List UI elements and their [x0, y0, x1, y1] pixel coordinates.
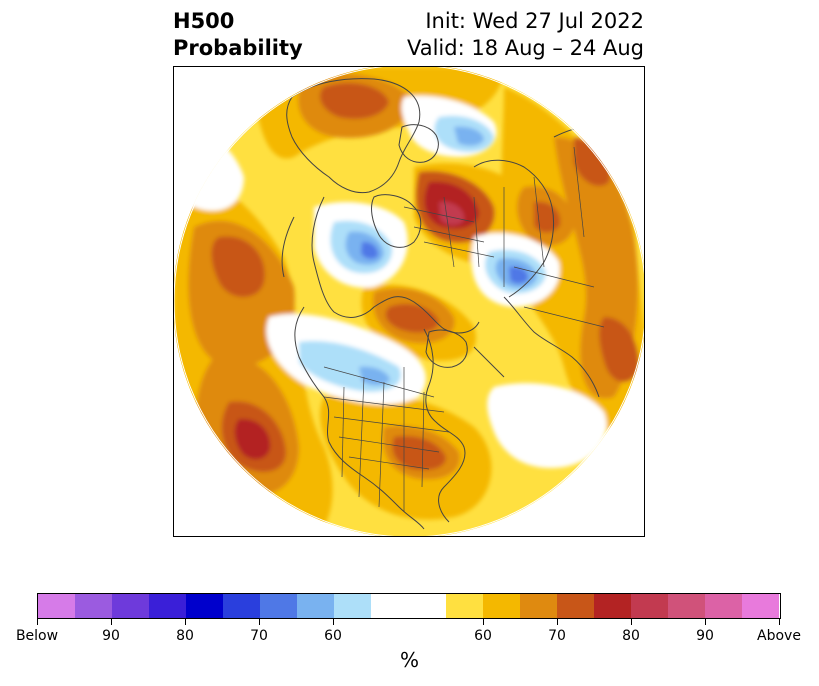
probability-map [173, 66, 645, 537]
colorbar-tick [779, 619, 780, 625]
colorbar-segment [260, 594, 297, 618]
colorbar-tick [259, 619, 260, 625]
coastlines [281, 78, 643, 530]
colorbar-segment [38, 594, 75, 618]
colorbar-segment [371, 594, 446, 618]
probability-colorbar [37, 593, 781, 619]
colorbar-ticks: Below 90 80 70 60 60 70 80 90 Above [16, 619, 801, 644]
colorbar-segment [668, 594, 705, 618]
product-label: Probability [173, 36, 303, 60]
colorbar-segment [594, 594, 631, 618]
colorbar-segment [334, 594, 371, 618]
colorbar-tick-label: 70 [250, 628, 268, 644]
colorbar-segment [297, 594, 334, 618]
colorbar-segment [223, 594, 260, 618]
colorbar-segment [631, 594, 668, 618]
colorbar-segment [149, 594, 186, 618]
colorbar-segment [186, 594, 223, 618]
colorbar-tick [333, 619, 334, 625]
colorbar-segment [112, 594, 149, 618]
init-date: Init: Wed 27 Jul 2022 [425, 9, 644, 33]
colorbar-segment [705, 594, 742, 618]
colorbar-unit: % [399, 648, 419, 672]
colorbar-tick-label: 60 [324, 628, 342, 644]
polar-map-canvas [174, 67, 644, 536]
colorbar-segment [75, 594, 112, 618]
colorbar-tick [483, 619, 484, 625]
valid-range: Valid: 18 Aug – 24 Aug [406, 36, 644, 60]
date-info: Init: Wed 27 Jul 2022 Valid: 18 Aug – 24… [407, 8, 644, 62]
borders [323, 146, 605, 512]
colorbar-tick-label: 90 [102, 628, 120, 644]
colorbar-tick [111, 619, 112, 625]
colorbar-tick [185, 619, 186, 625]
colorbar-segment [742, 594, 779, 618]
colorbar-tick-label: 70 [548, 628, 566, 644]
colorbar-segment [446, 594, 483, 618]
colorbar-tick [631, 619, 632, 625]
colorbar-tick-label: 80 [176, 628, 194, 644]
colorbar-tick-label: Above [757, 628, 801, 644]
colorbar-tick-label: 80 [622, 628, 640, 644]
colorbar-tick-label: 90 [696, 628, 714, 644]
anomaly-field [174, 67, 644, 536]
colorbar-tick [557, 619, 558, 625]
colorbar-segment [520, 594, 557, 618]
colorbar-segment [557, 594, 594, 618]
colorbar-tick-label: 60 [474, 628, 492, 644]
colorbar-tick [705, 619, 706, 625]
colorbar-segment [483, 594, 520, 618]
variable-label: H500 [173, 9, 235, 33]
colorbar-tick [37, 619, 38, 625]
colorbar-tick-label: Below [15, 628, 59, 644]
map-title: H500 Probability [173, 8, 303, 62]
